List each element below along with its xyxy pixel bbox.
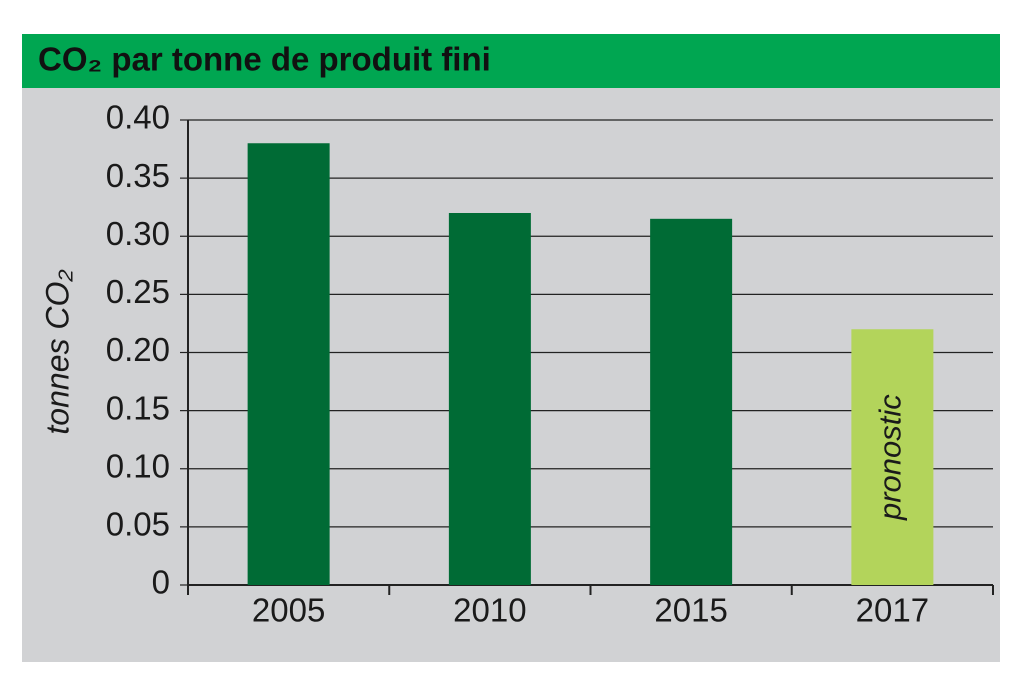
y-axis-label: tonnes CO₂ <box>39 269 75 434</box>
chart-title: CO₂ par tonne de produit fini <box>38 41 491 78</box>
y-tick-label: 0.35 <box>106 157 170 194</box>
y-tick-label: 0.30 <box>106 215 170 252</box>
y-tick-label: 0.25 <box>106 273 170 310</box>
title-bar <box>22 34 1000 88</box>
y-tick-label: 0.20 <box>106 331 170 368</box>
x-tick-label: 2017 <box>856 592 929 629</box>
x-tick-label: 2015 <box>654 592 727 629</box>
annotation: pronostic <box>873 394 908 521</box>
bar <box>650 218 733 585</box>
y-tick-label: 0.15 <box>106 389 170 426</box>
y-tick-label: 0.40 <box>106 99 170 136</box>
bar <box>247 143 330 585</box>
bar <box>851 329 934 585</box>
y-tick-label: 0 <box>152 564 170 601</box>
y-tick-label: 0.10 <box>106 447 170 484</box>
bar <box>448 213 531 585</box>
x-tick-label: 2010 <box>453 592 526 629</box>
y-tick-label: 0.05 <box>106 506 170 543</box>
x-tick-label: 2005 <box>252 592 325 629</box>
